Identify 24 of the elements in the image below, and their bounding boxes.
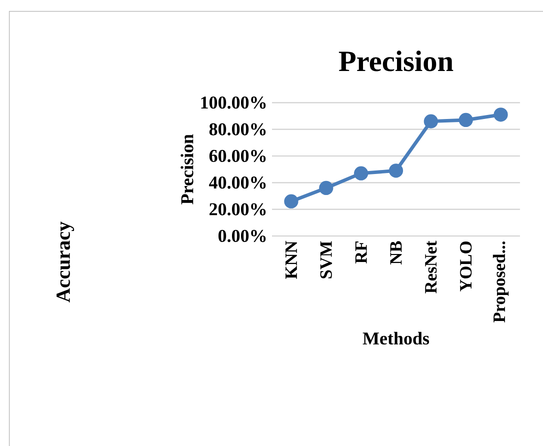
point — [284, 194, 298, 208]
y-tick-label: 20.00% — [210, 203, 266, 216]
x-tick-label: YOLO — [460, 242, 472, 292]
point — [458, 112, 473, 128]
y-tick-label: 40.00% — [209, 176, 266, 189]
y-tick-label: 100.00% — [201, 96, 266, 109]
x-tick-label: SVM — [320, 241, 332, 278]
x-tick-label: Proposed... — [492, 241, 509, 322]
chart-title: Precision — [338, 50, 454, 72]
point — [388, 164, 404, 178]
y-tick-label: 0.00% — [218, 230, 266, 242]
y-tick-label: 80.00% — [209, 123, 266, 136]
text: Accuracy — [56, 222, 74, 302]
x-axis-title: Methods — [362, 332, 430, 345]
y-tick-label: 60.00% — [209, 150, 266, 162]
x-tick-label: ResNet — [425, 240, 437, 294]
point — [354, 166, 368, 180]
x-tick-label: RF — [355, 242, 367, 264]
y-axis-title: Precision — [180, 134, 194, 204]
x-tick-label: KNN — [286, 240, 297, 279]
point — [319, 180, 334, 196]
point — [494, 108, 508, 122]
x-tick-label: NB — [390, 241, 402, 264]
point — [424, 114, 438, 128]
